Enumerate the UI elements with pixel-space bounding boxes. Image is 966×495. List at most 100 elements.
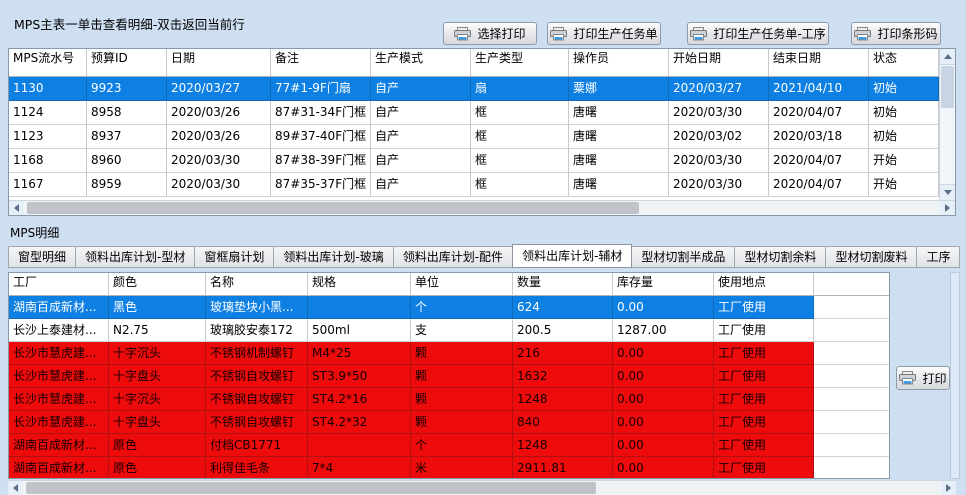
master-row[interactable]: 1167 8959 2020/03/30 87#35-37F门框 自产框唐曙 2020/0…: [9, 173, 939, 197]
master-column-header[interactable]: 预算ID: [87, 49, 167, 77]
detail-cell: 支: [411, 319, 513, 342]
detail-cell: 十字盘头: [109, 365, 206, 388]
tab-8[interactable]: 型材切割余料: [735, 246, 827, 268]
master-column-header[interactable]: 结束日期: [769, 49, 869, 77]
tab-9[interactable]: 型材切割废料: [826, 246, 918, 268]
master-column-header[interactable]: 日期: [167, 49, 271, 77]
detail-cell: 湖南百成新材...: [9, 296, 109, 319]
master-cell: 自产: [371, 101, 471, 125]
print-barcode-button[interactable]: 打印条形码: [851, 22, 941, 45]
scroll-down-icon[interactable]: [940, 184, 955, 200]
master-row[interactable]: 1168 8960 2020/03/30 87#38-39F门框 自产框唐曙 2020/0…: [9, 149, 939, 173]
detail-cell: 工厂使用: [714, 319, 814, 342]
detail-cell: 500ml: [308, 319, 411, 342]
master-cell: 2020/03/02: [669, 125, 769, 149]
tab-4[interactable]: 领料出库计划-玻璃: [274, 246, 394, 268]
print-production-task-process-button[interactable]: 打印生产任务单-工序: [687, 22, 829, 45]
tab-1[interactable]: 窗型明细: [8, 246, 77, 268]
detail-cell: 玻璃胶安泰172: [206, 319, 308, 342]
detail-cell: 工厂使用: [714, 434, 814, 457]
detail-cell: ST3.9*50: [308, 365, 411, 388]
detail-side-scrollbar[interactable]: [950, 272, 960, 479]
detail-cell: 工厂使用: [714, 296, 814, 319]
master-column-header[interactable]: 操作员: [569, 49, 669, 77]
tab-5[interactable]: 领料出库计划-配件: [393, 246, 514, 268]
detail-cell: ST4.2*32: [308, 411, 411, 434]
master-column-header[interactable]: 生产模式: [371, 49, 471, 77]
tab-10[interactable]: 工序: [917, 246, 961, 268]
detail-column-header[interactable]: 颜色: [109, 273, 206, 296]
detail-cell: 200.5: [513, 319, 613, 342]
detail-column-header[interactable]: 使用地点: [714, 273, 814, 296]
master-cell: 框: [471, 125, 569, 149]
master-row[interactable]: 1123 8937 2020/03/26 89#37-40F门框 自产框唐曙 2020/0…: [9, 125, 939, 149]
detail-cell: 个: [411, 434, 513, 457]
master-column-header[interactable]: 状态: [869, 49, 939, 77]
detail-row[interactable]: 长沙市慧虎建... 十字沉头 不锈钢机制螺钉 M4*25 颗 216 0.00 工厂使用: [9, 342, 889, 365]
master-cell: 87#35-37F门框: [271, 173, 371, 197]
detail-row[interactable]: 长沙市慧虎建... 十字盘头 不锈钢自攻螺钉 ST4.2*32 颗 840 0.00 工厂使用: [9, 411, 889, 434]
scroll-left-icon[interactable]: [8, 481, 23, 495]
detail-cell: 624: [513, 296, 613, 319]
detail-cell: 不锈钢自攻螺钉: [206, 365, 308, 388]
detail-cell: 2911.81: [513, 457, 613, 478]
master-row[interactable]: 1130 9923 2020/03/27 77#1-9F门扇 自产扇粟娜 2020/03/…: [9, 77, 939, 101]
master-cell: 初始: [869, 77, 939, 101]
master-cell: 2020/04/07: [769, 173, 869, 197]
master-vertical-scrollbar[interactable]: [939, 49, 955, 200]
detail-cell: 颗: [411, 342, 513, 365]
detail-row[interactable]: 长沙市慧虎建... 十字盘头 不锈钢自攻螺钉 ST3.9*50 颗 1632 0.00 工厂使…: [9, 365, 889, 388]
detail-cell: 216: [513, 342, 613, 365]
master-cell: 初始: [869, 125, 939, 149]
horizontal-scroll-thumb[interactable]: [27, 202, 639, 214]
tab-3[interactable]: 窗框扇计划: [195, 246, 275, 268]
master-column-header[interactable]: 备注: [271, 49, 371, 77]
master-cell: 扇: [471, 77, 569, 101]
master-column-header[interactable]: MPS流水号: [9, 49, 87, 77]
master-row[interactable]: 1124 8958 2020/03/26 87#31-34F门框 自产框唐曙 2020/0…: [9, 101, 939, 125]
detail-row[interactable]: 湖南百成新材... 原色 付档CB1771 个 1248 0.00 工厂使用: [9, 434, 889, 457]
detail-cell: 1632: [513, 365, 613, 388]
print-production-task-button[interactable]: 打印生产任务单: [547, 22, 661, 45]
detail-row-filler: [814, 296, 889, 319]
horizontal-scroll-thumb[interactable]: [26, 482, 596, 494]
master-column-header[interactable]: 生产类型: [471, 49, 569, 77]
master-cell: 2020/03/27: [669, 77, 769, 101]
master-cell: 2020/03/27: [167, 77, 271, 101]
detail-column-header[interactable]: 规格: [308, 273, 411, 296]
detail-column-header[interactable]: 名称: [206, 273, 308, 296]
detail-column-header[interactable]: 库存量: [613, 273, 714, 296]
detail-row[interactable]: 长沙市慧虎建... 十字沉头 不锈钢自攻螺钉 ST4.2*16 颗 1248 0.00 工厂使…: [9, 388, 889, 411]
detail-row[interactable]: 长沙上泰建材... N2.75 玻璃胶安泰172 500ml 支 200.5 1287.00…: [9, 319, 889, 342]
print-production-task-process-label: 打印生产任务单-工序: [713, 27, 826, 41]
detail-cell: 湖南百成新材...: [9, 457, 109, 478]
detail-print-button[interactable]: 打印: [896, 366, 950, 390]
detail-print-label: 打印: [922, 371, 947, 386]
master-horizontal-scrollbar[interactable]: [9, 200, 955, 215]
scroll-right-icon[interactable]: [940, 201, 955, 215]
master-cell: 开始: [869, 149, 939, 173]
tab-2[interactable]: 领料出库计划-型材: [76, 246, 196, 268]
detail-row[interactable]: 湖南百成新材... 黑色 玻璃垫块小黑... 个 624 0.00 工厂使用: [9, 296, 889, 319]
scroll-left-icon[interactable]: [9, 201, 24, 215]
mps-master-table: MPS流水号 预算ID 日期 备注 生产模式 生产类型 操作员 开始日期 结束日期 状态 1130 9…: [9, 49, 939, 200]
detail-row[interactable]: 湖南百成新材... 原色 利得佳毛条 7*4 米 2911.81 0.00 工厂使用: [9, 457, 889, 478]
tab-7[interactable]: 型材切割半成品: [632, 246, 736, 268]
detail-cell: N2.75: [109, 319, 206, 342]
detail-row-filler: [814, 457, 889, 478]
detail-column-header[interactable]: 数量: [513, 273, 613, 296]
scroll-up-icon[interactable]: [940, 49, 955, 65]
detail-cell: 十字沉头: [109, 342, 206, 365]
tab-6[interactable]: 领料出库计划-辅材: [512, 244, 633, 268]
detail-section-title: MPS明细: [10, 226, 60, 240]
detail-column-header[interactable]: 工厂: [9, 273, 109, 296]
detail-cell: 0.00: [613, 457, 714, 478]
select-print-button[interactable]: 选择打印: [443, 22, 537, 45]
detail-cell: 原色: [109, 434, 206, 457]
master-cell: 1168: [9, 149, 87, 173]
detail-column-header[interactable]: 单位: [411, 273, 513, 296]
master-column-header[interactable]: 开始日期: [669, 49, 769, 77]
vertical-scroll-thumb[interactable]: [941, 66, 954, 108]
detail-horizontal-scrollbar[interactable]: [8, 480, 956, 495]
scroll-right-icon[interactable]: [941, 481, 956, 495]
